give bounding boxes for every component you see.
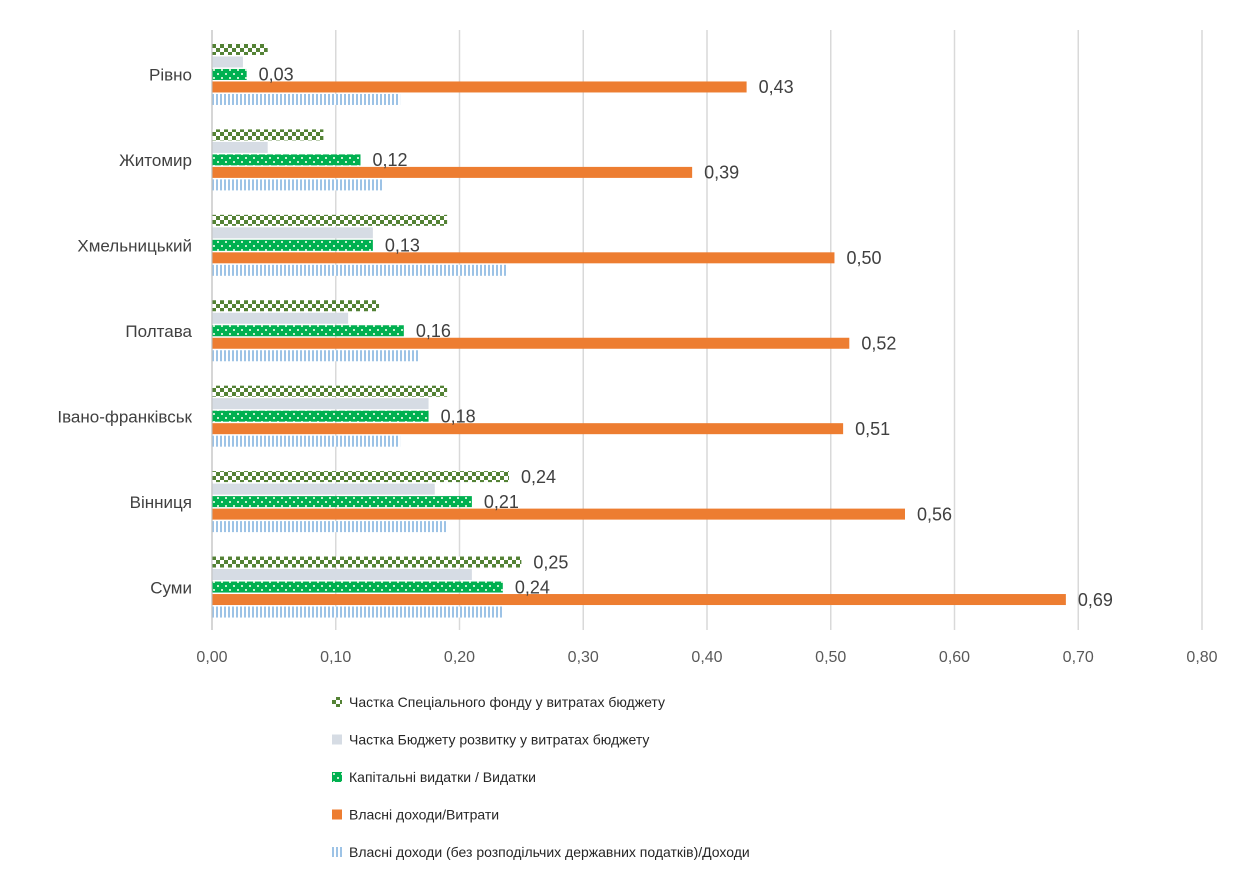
bar xyxy=(212,410,429,422)
x-tick-label: 0,80 xyxy=(1186,649,1217,666)
bar xyxy=(212,312,349,324)
bar xyxy=(212,435,401,447)
data-label: 0,24 xyxy=(521,467,556,487)
data-label: 0,39 xyxy=(704,163,739,183)
data-label: 0,24 xyxy=(515,577,550,597)
bar xyxy=(212,385,448,397)
bar xyxy=(212,594,1066,606)
x-tick-label: 0,30 xyxy=(568,649,599,666)
bars xyxy=(212,43,1066,618)
legend-entry: Частка Бюджету розвитку у витратах бюдже… xyxy=(349,732,649,748)
category-label: Рівно xyxy=(149,66,192,85)
bar xyxy=(212,141,268,153)
bar xyxy=(212,606,503,618)
data-label: 0,56 xyxy=(917,504,952,524)
bar xyxy=(212,81,747,93)
legend-swatch xyxy=(332,697,342,707)
data-label: 0,03 xyxy=(259,65,294,85)
bar xyxy=(212,325,404,337)
data-label: 0,25 xyxy=(533,552,568,572)
bar xyxy=(212,521,448,533)
data-label: 0,18 xyxy=(441,406,476,426)
x-tick-label: 0,20 xyxy=(444,649,475,666)
category-label: Житомир xyxy=(119,151,192,170)
category-label: Вінниця xyxy=(130,493,192,512)
legend-entry: Власні доходи/Витрати xyxy=(349,807,499,823)
data-label: 0,12 xyxy=(373,150,408,170)
x-tick-label: 0,60 xyxy=(939,649,970,666)
bar xyxy=(212,471,509,483)
bar xyxy=(212,227,373,239)
x-tick-label: 0,70 xyxy=(1063,649,1094,666)
bar xyxy=(212,56,243,68)
category-label: Полтава xyxy=(125,322,192,341)
bar xyxy=(212,423,844,435)
x-tick-label: 0,10 xyxy=(320,649,351,666)
bar xyxy=(212,496,472,508)
gridlines xyxy=(211,30,1203,630)
bar xyxy=(212,166,693,178)
legend-entry: Частка Спеціального фонду у витратах бюд… xyxy=(349,694,665,710)
x-tick-label: 0,40 xyxy=(691,649,722,666)
bar xyxy=(212,483,435,495)
bar xyxy=(212,239,373,251)
bar xyxy=(212,398,429,410)
axes: 0,00 0,10 0,20 0,30 0,40 0,50 0,60 0,70 0,80 Суми… xyxy=(57,30,1218,666)
bar xyxy=(212,179,383,191)
data-label: 0,21 xyxy=(484,492,519,512)
data-labels: 0,250,240,690,240,210,560,180,510,160,52… xyxy=(259,65,1113,610)
bar xyxy=(212,43,268,55)
data-label: 0,16 xyxy=(416,321,451,341)
category-label: Хмельницький xyxy=(77,237,192,256)
bar xyxy=(212,300,380,312)
data-label: 0,69 xyxy=(1078,590,1113,610)
category-label: Івано-франківськ xyxy=(57,407,192,426)
bar xyxy=(212,508,905,520)
legend-entry: Власні доходи (без розподільчих державни… xyxy=(349,844,750,860)
data-label: 0,50 xyxy=(846,248,881,268)
bar xyxy=(212,350,420,362)
data-label: 0,52 xyxy=(861,334,896,354)
x-tick-label: 0,50 xyxy=(815,649,846,666)
bar xyxy=(212,337,850,349)
legend-entry: Капітальні видатки / Видатки xyxy=(349,769,536,785)
bar xyxy=(212,556,522,568)
data-label: 0,13 xyxy=(385,236,420,256)
bar xyxy=(212,93,401,105)
legend-swatch xyxy=(332,809,342,820)
bar xyxy=(212,129,324,141)
bar xyxy=(212,569,472,581)
x-tick-label: 0,00 xyxy=(196,649,227,666)
bar xyxy=(212,214,448,226)
legend-swatch xyxy=(332,734,342,745)
bar xyxy=(212,264,507,276)
bar xyxy=(212,252,835,264)
legend: Частка Спеціального фонду у витратах бюд… xyxy=(332,694,750,860)
legend-swatch xyxy=(332,847,342,857)
category-label: Суми xyxy=(150,578,192,597)
bar xyxy=(212,581,503,593)
legend-swatch xyxy=(332,772,342,782)
bar xyxy=(212,154,361,166)
data-label: 0,43 xyxy=(759,77,794,97)
bar xyxy=(212,68,247,80)
data-label: 0,51 xyxy=(855,419,890,439)
